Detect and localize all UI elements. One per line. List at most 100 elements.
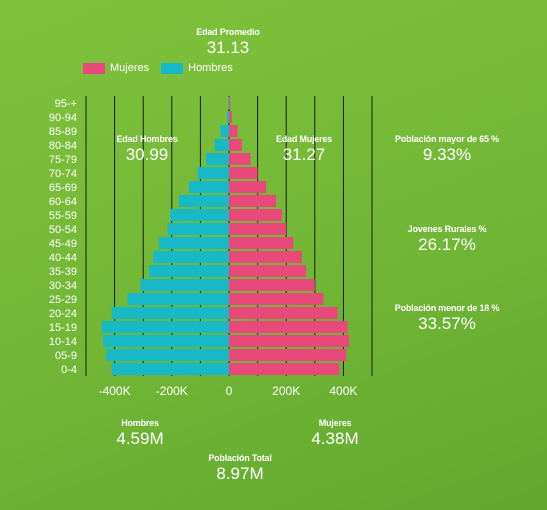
mayor65-value: 9.33% <box>422 145 472 164</box>
poblacion-total-label: Población Total <box>208 453 272 463</box>
bar-hombres-90-94 <box>226 110 229 124</box>
category-label: 70-74 <box>49 168 77 180</box>
menor18-value: 33.57% <box>418 314 476 333</box>
bar-hombres-20-24 <box>111 306 229 320</box>
bar-mujeres-65-69 <box>229 180 267 194</box>
legend-swatch-hombres <box>161 62 184 74</box>
hombres-total-stat: Hombres 4.59M <box>100 418 180 449</box>
hombres-total-value: 4.59M <box>116 429 164 448</box>
bar-mujeres-95-+ <box>229 96 231 110</box>
bar-hombres-50-54 <box>167 222 229 236</box>
edad-mujeres-label: Edad Mujeres <box>275 134 333 144</box>
category-label: 30-34 <box>49 280 77 292</box>
bar-mujeres-05-9 <box>229 348 347 362</box>
bar-mujeres-35-39 <box>229 264 307 278</box>
bar-mujeres-80-84 <box>229 138 242 152</box>
category-label: 15-19 <box>49 322 77 334</box>
bar-hombres-0-4 <box>111 362 229 376</box>
edad-hombres-stat: Edad Hombres 30.99 <box>107 134 187 165</box>
labels-layer: 95-+ 90-94 85-89 80-84 75-79 70-74 65-69 60-64 5… <box>49 98 358 398</box>
bar-hombres-65-69 <box>188 180 229 194</box>
category-label: 65-69 <box>49 182 77 194</box>
bars-layer <box>101 96 350 376</box>
bar-hombres-25-29 <box>127 292 229 306</box>
category-label: 45-49 <box>49 238 77 250</box>
x-tick-label: 200K <box>272 384 300 398</box>
mujeres-total-stat: Mujeres 4.38M <box>295 418 375 449</box>
category-label: 25-29 <box>49 294 77 306</box>
bar-mujeres-40-44 <box>229 250 302 264</box>
bar-hombres-05-9 <box>106 348 229 362</box>
legend-label-hombres: Hombres <box>188 62 233 74</box>
bar-hombres-85-89 <box>220 124 229 138</box>
edad-promedio-label: Edad Promedio <box>196 27 260 37</box>
edad-hombres-label: Edad Hombres <box>116 134 178 144</box>
bar-hombres-55-59 <box>170 208 229 222</box>
bar-mujeres-85-89 <box>229 124 238 138</box>
bar-mujeres-15-19 <box>229 320 348 334</box>
bar-mujeres-60-64 <box>229 194 277 208</box>
category-label: 95-+ <box>55 98 77 110</box>
x-tick-label: -400K <box>99 384 131 398</box>
menor18-stat: Población menor de 18 % 33.57% <box>382 303 512 334</box>
edad-promedio-value: 31.13 <box>206 38 250 57</box>
category-label: 60-64 <box>49 196 77 208</box>
category-label: 85-89 <box>49 126 77 138</box>
category-label: 90-94 <box>49 112 77 124</box>
poblacion-total-value: 8.97M <box>216 464 264 483</box>
bar-mujeres-0-4 <box>229 362 340 376</box>
hombres-total-label: Hombres <box>121 418 159 428</box>
bar-hombres-45-49 <box>158 236 229 250</box>
bar-mujeres-90-94 <box>229 110 232 124</box>
edad-promedio-stat: Edad Promedio 31.13 <box>180 27 276 58</box>
edad-hombres-value: 30.99 <box>125 145 169 164</box>
bar-hombres-40-44 <box>153 250 229 264</box>
poblacion-total-stat: Población Total 8.97M <box>190 453 290 484</box>
bar-mujeres-30-34 <box>229 278 315 292</box>
bar-mujeres-20-24 <box>229 306 338 320</box>
category-label: 0-4 <box>61 364 77 376</box>
bar-hombres-15-19 <box>101 320 229 334</box>
bar-hombres-95-+ <box>228 96 229 110</box>
rurales-value: 26.17% <box>418 235 476 254</box>
bar-hombres-75-79 <box>206 152 229 166</box>
edad-mujeres-stat: Edad Mujeres 31.27 <box>264 134 344 165</box>
legend-item-hombres: Hombres <box>161 62 233 74</box>
bar-hombres-30-34 <box>140 278 229 292</box>
rurales-stat: Jovenes Rurales % 26.17% <box>382 224 512 255</box>
mayor65-label: Población mayor de 65 % <box>395 134 499 144</box>
bar-mujeres-10-14 <box>229 334 350 348</box>
bar-hombres-80-84 <box>214 138 229 152</box>
category-label: 20-24 <box>49 308 77 320</box>
mujeres-total-value: 4.38M <box>311 429 359 448</box>
bar-mujeres-75-79 <box>229 152 251 166</box>
legend-label-mujeres: Mujeres <box>110 62 150 74</box>
category-label: 05-9 <box>55 350 77 362</box>
category-label: 40-44 <box>49 252 77 264</box>
mayor65-stat: Población mayor de 65 % 9.33% <box>382 134 512 165</box>
x-tick-label: 400K <box>329 384 357 398</box>
legend-item-mujeres: Mujeres <box>83 62 149 74</box>
bar-hombres-10-14 <box>103 334 229 348</box>
bar-mujeres-25-29 <box>229 292 324 306</box>
bar-mujeres-55-59 <box>229 208 282 222</box>
bar-hombres-60-64 <box>178 194 229 208</box>
mujeres-total-label: Mujeres <box>318 418 352 428</box>
edad-mujeres-value: 31.27 <box>282 145 326 164</box>
bar-hombres-70-74 <box>197 166 229 180</box>
bar-mujeres-45-49 <box>229 236 294 250</box>
bar-mujeres-50-54 <box>229 222 287 236</box>
bar-hombres-35-39 <box>148 264 229 278</box>
category-label: 55-59 <box>49 210 77 222</box>
category-label: 80-84 <box>49 140 77 152</box>
category-label: 50-54 <box>49 224 77 236</box>
menor18-label: Población menor de 18 % <box>394 303 500 313</box>
legend-swatch-mujeres <box>83 62 105 74</box>
category-label: 10-14 <box>49 336 77 348</box>
x-tick-label: -200K <box>156 384 188 398</box>
rurales-label: Jovenes Rurales % <box>407 224 487 234</box>
category-label: 75-79 <box>49 154 77 166</box>
x-tick-label: 0 <box>226 384 233 398</box>
bar-mujeres-70-74 <box>229 166 258 180</box>
